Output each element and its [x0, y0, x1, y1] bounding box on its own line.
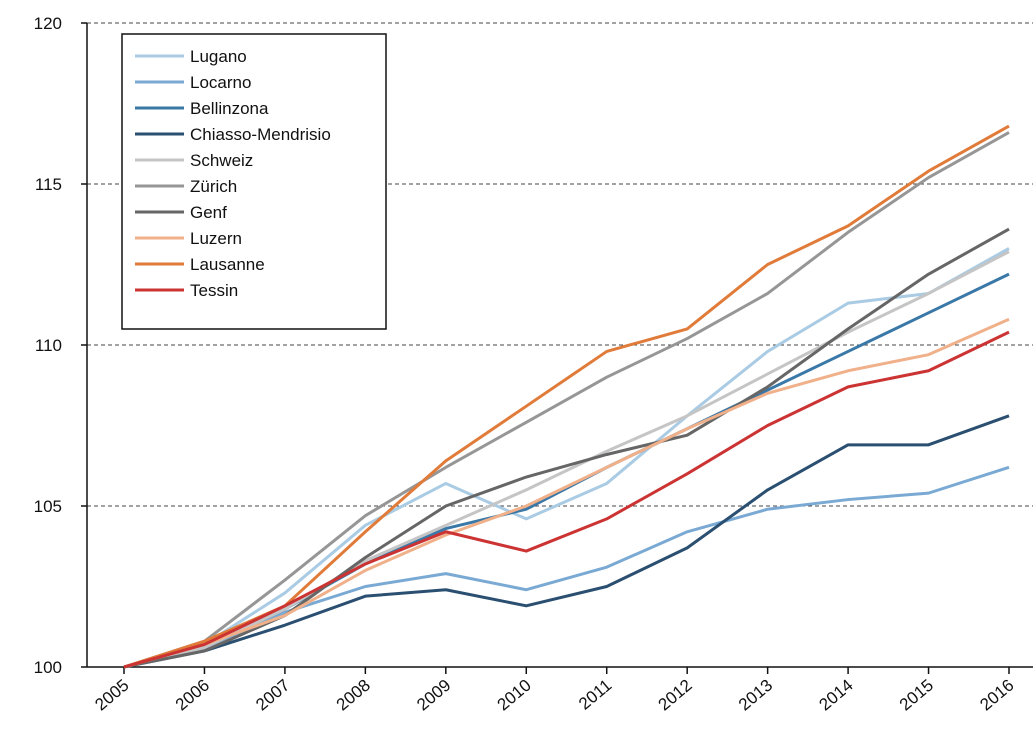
series-line	[123, 131, 1010, 669]
series-line	[123, 414, 1010, 669]
legend-label: Bellinzona	[190, 99, 269, 118]
x-tick-label: 2007	[252, 676, 293, 715]
series-line	[123, 247, 1010, 669]
series-line	[123, 250, 1010, 669]
x-tick-label: 2012	[655, 676, 696, 715]
y-tick-label: 120	[34, 14, 62, 33]
x-tick-label: 2011	[575, 676, 615, 714]
y-tick-label: 110	[35, 336, 62, 355]
legend-label: Schweiz	[190, 151, 253, 170]
legend: Lugano Locarno Bellinzona Chiasso-Mendrisio…	[121, 33, 387, 330]
series-line	[123, 465, 1010, 669]
legend-label: Lugano	[190, 47, 247, 66]
y-tick-label: 115	[35, 175, 62, 194]
legend-label: Zürich	[190, 177, 237, 196]
legend-label: Locarno	[190, 73, 251, 92]
x-tick-label: 2015	[896, 676, 937, 715]
legend-label: Genf	[190, 203, 227, 222]
series-line	[123, 330, 1010, 669]
legend-label: Luzern	[190, 229, 242, 248]
series-line	[123, 317, 1010, 669]
x-tick-label: 2014	[815, 676, 856, 715]
legend-label: Chiasso-Mendrisio	[190, 125, 331, 144]
x-tick-label: 2013	[735, 676, 776, 715]
x-tick-label: 2016	[976, 676, 1017, 715]
y-tick-label: 100	[34, 658, 62, 677]
legend-label: Lausanne	[190, 255, 265, 274]
x-tick-label: 2010	[494, 676, 535, 715]
x-tick-label: 2005	[91, 676, 132, 715]
x-tick-label: 2006	[172, 676, 213, 715]
x-tick-label: 2009	[413, 676, 454, 715]
legend-box	[121, 33, 387, 330]
legend-label: Tessin	[190, 281, 238, 300]
y-tick-label: 105	[34, 497, 62, 516]
x-tick-label: 2008	[333, 676, 374, 715]
